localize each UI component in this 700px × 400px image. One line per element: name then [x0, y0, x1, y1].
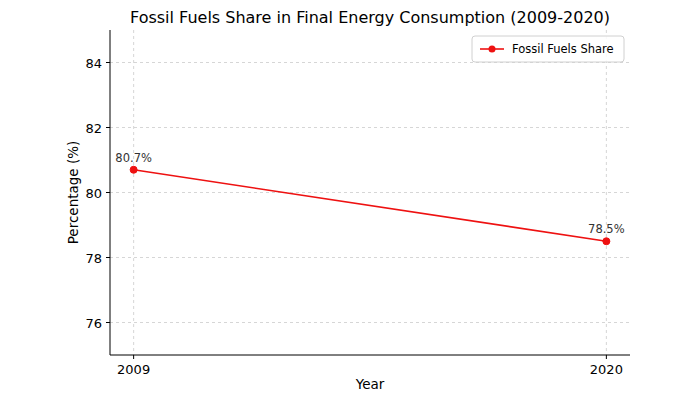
data-label: 78.5% — [588, 222, 625, 236]
x-tick — [606, 355, 607, 359]
series-marker — [603, 238, 610, 245]
y-tick — [106, 257, 110, 258]
x-tick — [133, 355, 134, 359]
grid-line-y — [110, 127, 630, 128]
y-tick-label: 84 — [85, 56, 102, 71]
chart-container: 76 78 80 82 84 2009 2020 Fossil Fuels Share in … — [0, 0, 700, 400]
y-tick-label: 82 — [85, 121, 102, 136]
x-tick-label: 2009 — [117, 362, 150, 377]
y-tick — [106, 62, 110, 63]
grid-line-x — [133, 30, 134, 355]
y-tick — [106, 127, 110, 128]
series-marker — [130, 166, 137, 173]
grid-line-y — [110, 257, 630, 258]
grid — [110, 30, 630, 355]
legend-label: Fossil Fuels Share — [512, 42, 614, 56]
x-axis-label: Year — [355, 376, 385, 392]
legend: Fossil Fuels Share — [472, 36, 624, 62]
y-tick — [106, 322, 110, 323]
grid-line-y — [110, 192, 630, 193]
chart-svg: 76 78 80 82 84 2009 2020 Fossil Fuels Share in … — [0, 0, 700, 400]
y-axis-label: Percentage (%) — [65, 141, 81, 245]
data-labels: 80.7% 78.5% — [115, 151, 624, 237]
plot-area — [130, 166, 610, 245]
y-tick-label: 76 — [85, 316, 102, 331]
x-axis-line — [110, 355, 630, 356]
legend-box — [472, 36, 624, 62]
y-tick — [106, 192, 110, 193]
x-tick-label: 2020 — [590, 362, 623, 377]
background — [0, 0, 700, 400]
grid-line-y — [110, 322, 630, 323]
legend-marker — [489, 46, 496, 53]
chart-title: Fossil Fuels Share in Final Energy Consu… — [130, 8, 610, 27]
series-line — [134, 170, 607, 242]
y-tick-label: 78 — [85, 251, 102, 266]
y-tick-label: 80 — [85, 186, 102, 201]
data-label: 80.7% — [115, 151, 152, 165]
grid-line-x — [606, 30, 607, 355]
